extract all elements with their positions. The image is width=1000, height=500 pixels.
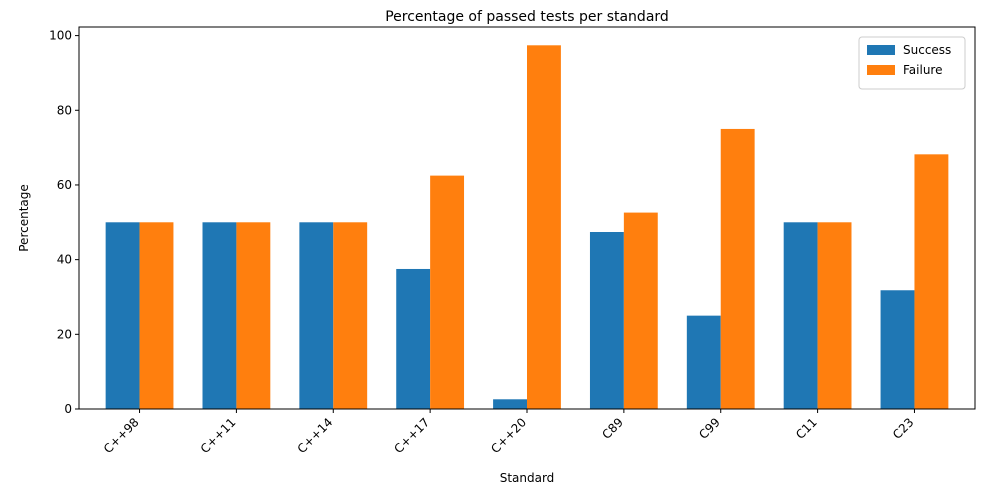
- bar-success-cpp98: [105, 222, 140, 409]
- bar-success-cpp11: [202, 222, 237, 409]
- bar-failure-cpp98: [139, 222, 174, 409]
- y-axis: 0 20 40 60 80 100: [49, 29, 79, 416]
- bar-failure-cpp20: [527, 45, 561, 410]
- x-axis: C++98 C++11 C++14 C++17 C++20 C89 C99 C11 C23: [101, 409, 917, 456]
- bar-failure-c11: [817, 222, 852, 409]
- y-tick-label: 60: [57, 178, 72, 192]
- y-tick-label: 0: [64, 402, 72, 416]
- legend: Success Failure: [858, 36, 966, 90]
- x-tick-label: C11: [793, 415, 820, 442]
- bar-failure-cpp11: [236, 222, 271, 409]
- chart-title: Percentage of passed tests per standard: [385, 9, 669, 25]
- y-tick-label: 100: [49, 29, 72, 43]
- legend-swatch-success: [867, 45, 895, 55]
- x-tick-label: C++98: [101, 415, 142, 456]
- y-tick-label: 20: [57, 327, 72, 341]
- legend-label-failure: Failure: [903, 63, 942, 77]
- y-tick-label: 40: [57, 253, 72, 267]
- bar-failure-cpp17: [430, 175, 465, 409]
- plot-frame: [78, 26, 976, 410]
- bar-failure-cpp14: [333, 222, 368, 409]
- bar-success-cpp20: [493, 399, 527, 409]
- bar-success-cpp17: [396, 268, 431, 409]
- legend-swatch-failure: [867, 65, 895, 75]
- bar-success-c99: [686, 315, 721, 409]
- legend-label-success: Success: [903, 43, 951, 57]
- bar-success-c89: [589, 232, 624, 409]
- bar-failure-c99: [720, 128, 755, 409]
- x-tick-label: C++11: [198, 415, 239, 456]
- bar-success-c23: [880, 290, 915, 409]
- x-tick-label: C++20: [488, 415, 529, 456]
- bar-failure-c23: [914, 154, 949, 409]
- x-tick-label: C99: [696, 415, 723, 442]
- bar-failure-c89: [623, 212, 658, 409]
- bars-layer: [105, 45, 949, 410]
- x-tick-label: C89: [599, 415, 626, 442]
- x-tick-label: C++14: [295, 415, 336, 456]
- y-tick-label: 80: [57, 103, 72, 117]
- bar-success-cpp14: [299, 222, 334, 409]
- bar-success-c11: [783, 222, 818, 409]
- x-tick-label: C23: [890, 415, 917, 442]
- x-tick-label: C++17: [391, 415, 432, 456]
- x-axis-label: Standard: [500, 471, 555, 485]
- y-axis-label: Percentage: [17, 184, 31, 252]
